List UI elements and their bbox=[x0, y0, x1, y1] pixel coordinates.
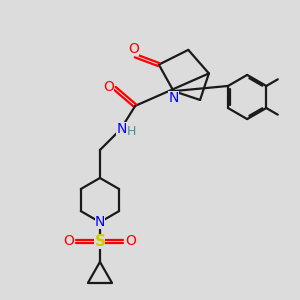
Text: O: O bbox=[128, 42, 139, 56]
Text: O: O bbox=[125, 234, 136, 248]
Text: O: O bbox=[64, 234, 74, 248]
Text: N: N bbox=[95, 215, 105, 229]
Text: O: O bbox=[103, 80, 114, 94]
Text: H: H bbox=[127, 125, 136, 138]
Text: S: S bbox=[94, 234, 105, 249]
Text: N: N bbox=[168, 91, 179, 105]
Text: N: N bbox=[116, 122, 127, 136]
